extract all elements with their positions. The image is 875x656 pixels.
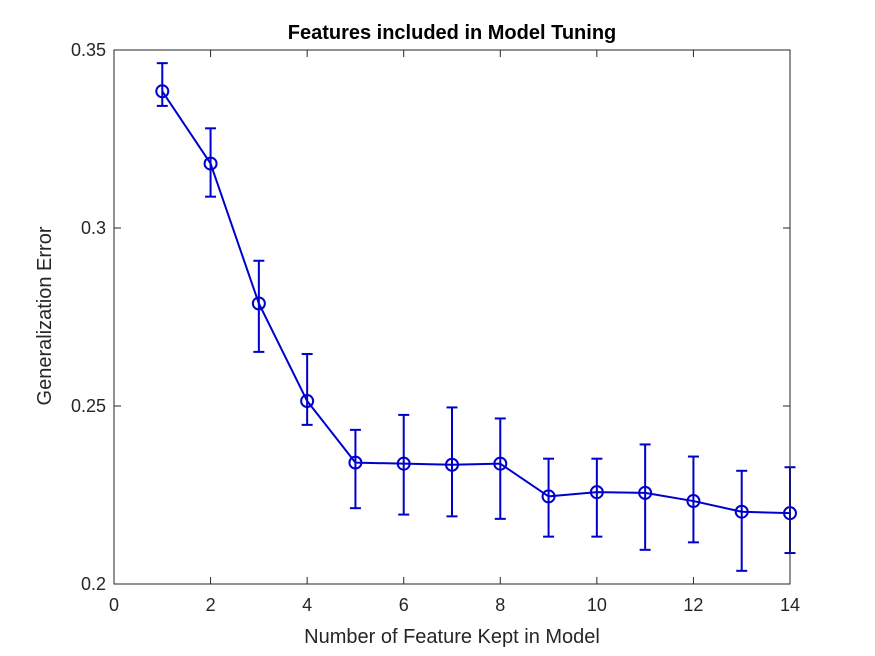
y-tick-label: 0.2 [81, 574, 106, 594]
data-point [348, 455, 363, 470]
data-point [203, 156, 218, 171]
x-tick-label: 4 [302, 595, 312, 615]
data-point [734, 504, 749, 519]
data-point [445, 457, 459, 472]
x-tick-label: 8 [495, 595, 505, 615]
data-point [300, 394, 315, 409]
x-tick-label: 6 [399, 595, 409, 615]
axes: 0 2 4 6 8 10 12 14 0.2 0.25 0.3 0.35 [71, 40, 800, 615]
data-point [396, 456, 411, 471]
x-tick-label: 12 [683, 595, 703, 615]
x-tick-label: 14 [780, 595, 800, 615]
x-tick-label: 0 [109, 595, 119, 615]
data-point [686, 494, 701, 509]
y-tick-labels: 0.2 0.25 0.3 0.35 [71, 40, 106, 594]
x-tick-label: 10 [587, 595, 607, 615]
y-tick-label: 0.3 [81, 218, 106, 238]
data-point [155, 84, 170, 99]
axes-box [113, 49, 791, 585]
series-line [161, 90, 791, 515]
x-tick-labels: 0 2 4 6 8 10 12 14 [109, 595, 800, 615]
y-tick-label: 0.25 [71, 396, 106, 416]
y-tick-label: 0.35 [71, 40, 106, 60]
y-axis-label: Generalization Error [34, 226, 56, 405]
x-tick-label: 2 [206, 595, 216, 615]
data-point [251, 296, 266, 311]
data-point [589, 485, 604, 500]
data-point [493, 456, 508, 471]
data-point [638, 485, 653, 500]
chart-title: Features included in Model Tuning [288, 22, 617, 44]
data-point [541, 489, 556, 504]
x-axis-label: Number of Feature Kept in Model [304, 626, 600, 648]
